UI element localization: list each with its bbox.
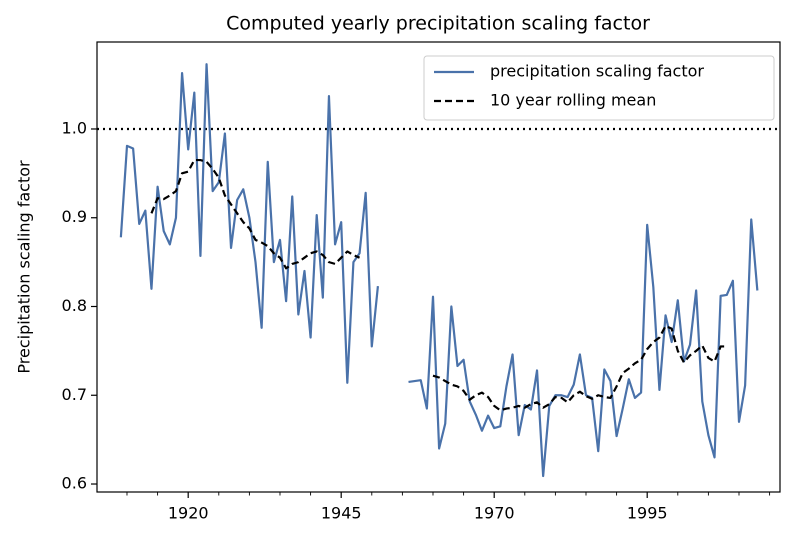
x-tick-label: 1995 [627,504,668,523]
y-tick-label: 0.8 [62,296,87,315]
series-line [150,158,727,412]
y-tick-label: 0.7 [62,385,87,404]
legend-box [423,55,775,121]
x-tick-label: 1970 [474,504,515,523]
plot-frame [96,41,781,493]
x-tick-label: 1920 [168,504,209,523]
chart-title: Computed yearly precipitation scaling fa… [226,13,650,35]
y-tick-label: 0.9 [62,207,87,226]
series-line [119,63,759,478]
y-tick-label: 0.6 [62,474,87,493]
legend-label: precipitation scaling factor [490,62,704,81]
x-tick-label: 1945 [321,504,362,523]
y-tick-label: 1.0 [62,118,87,137]
legend-label: 10 year rolling mean [490,91,656,110]
y-axis-label: Precipitation scaling factor [15,160,34,374]
